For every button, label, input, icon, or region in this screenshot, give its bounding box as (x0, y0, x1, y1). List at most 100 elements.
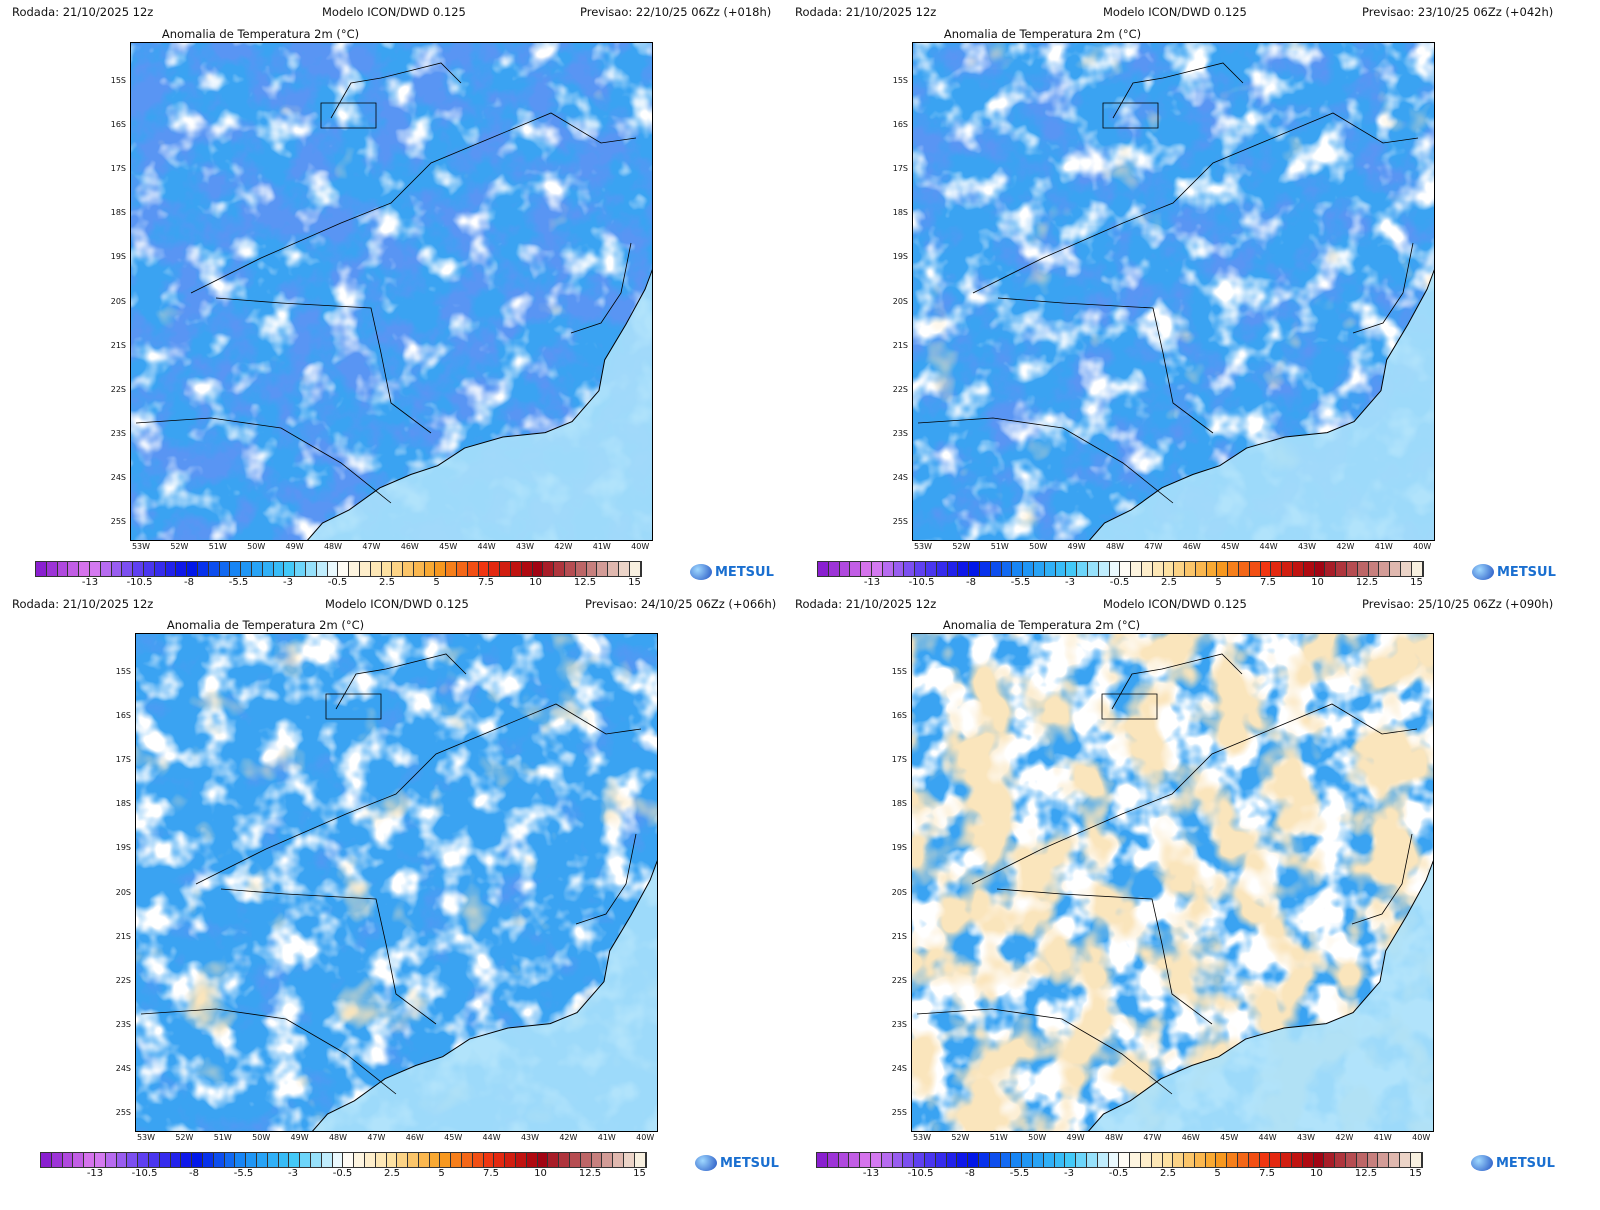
longitude-label: 53W (913, 542, 933, 551)
state-borders (917, 62, 1419, 504)
longitude-label: 49W (290, 1133, 309, 1142)
forecast-panel: Rodada: 21/10/2025 12z Modelo ICON/DWD 0.… (0, 592, 800, 1197)
colorbar-swatch (957, 1153, 969, 1167)
colorbar-label: -3 (1064, 1168, 1074, 1179)
colorbar-swatch (1292, 1153, 1303, 1167)
longitude-label: 43W (520, 1133, 540, 1142)
longitude-label: 41W (592, 542, 611, 551)
globe-icon (695, 1155, 717, 1171)
colorbar-swatch (634, 1153, 646, 1167)
state-borders (135, 62, 637, 504)
colorbar-swatch (1087, 562, 1099, 576)
colorbar-swatch (1184, 1153, 1195, 1167)
colorbar-swatch (1054, 1153, 1066, 1167)
colorbar-swatch (989, 1153, 1001, 1167)
colorbar-swatch (613, 1153, 625, 1167)
colorbar-swatch (1076, 1153, 1087, 1167)
colorbar-label: 5 (438, 1168, 445, 1179)
colorbar-swatch (1012, 562, 1024, 576)
colorbar-swatch (1205, 1153, 1217, 1167)
colorbar-label: 7.5 (483, 1168, 499, 1179)
colorbar-swatch (278, 1153, 290, 1167)
colorbar-swatch (1401, 562, 1412, 576)
longitude-label: 50W (252, 1133, 271, 1142)
map-title: Anomalia de Temperatura 2m (°C) (166, 618, 365, 632)
latitude-label: 16S (891, 711, 907, 721)
latitude-label: 24S (115, 1063, 131, 1073)
latitude-label: 20S (891, 887, 907, 897)
colorbar-swatch (871, 562, 883, 576)
longitude-label: 45W (1220, 1133, 1239, 1142)
colorbar-swatch (1238, 1153, 1249, 1167)
metsul-logo: METSUL (690, 564, 774, 580)
colorbar-swatch (462, 1153, 473, 1167)
colorbar-swatch (143, 562, 155, 576)
colorbar-swatch (1141, 562, 1153, 576)
anomaly-map (130, 42, 653, 541)
colorbar (40, 1152, 647, 1168)
model-label: Modelo ICON/DWD 0.125 (325, 597, 469, 611)
anomaly-map (911, 633, 1434, 1132)
colorbar-swatch (494, 1153, 506, 1167)
colorbar-swatch (946, 1153, 958, 1167)
globe-icon (1471, 1155, 1493, 1171)
longitude-label: 50W (1028, 1133, 1047, 1142)
longitude-label: 47W (1143, 1133, 1162, 1142)
longitude-label: 45W (1221, 542, 1240, 551)
colorbar-swatch (1325, 562, 1337, 576)
colorbar-swatch (284, 562, 296, 576)
colorbar (816, 1152, 1423, 1168)
colorbar-swatch (105, 1153, 117, 1167)
longitude-label: 52W (952, 542, 971, 551)
latitude-label: 24S (892, 472, 908, 482)
state-borders (140, 653, 642, 1095)
map-title: Anomalia de Temperatura 2m (°C) (161, 27, 360, 41)
latitude-label: 25S (110, 517, 126, 526)
colorbar-swatch (94, 1153, 106, 1167)
colorbar-swatch (500, 562, 512, 576)
colorbar-swatch (418, 1153, 430, 1167)
colorbar-swatch (1195, 562, 1207, 576)
colorbar-swatch (1335, 1153, 1347, 1167)
colorbar-swatch (925, 562, 937, 576)
coastline (1089, 269, 1434, 540)
colorbar-swatch (187, 562, 198, 576)
logo-text: METSUL (720, 1155, 779, 1171)
forecast-panel: Rodada: 21/10/2025 12z Modelo ICON/DWD 0.… (782, 0, 1582, 605)
longitude-label: 41W (1374, 542, 1393, 551)
colorbar-swatch (73, 1153, 85, 1167)
logo-text: METSUL (1496, 1155, 1555, 1171)
longitude-label: 47W (1144, 542, 1163, 551)
colorbar-swatch (860, 1153, 871, 1167)
latitude-label: 17S (892, 164, 908, 174)
colorbar-swatch (403, 562, 414, 576)
latitude-label: 23S (892, 428, 908, 438)
forecast-panel: Rodada: 21/10/2025 12z Modelo ICON/DWD 0.… (0, 0, 800, 605)
colorbar-swatch (241, 562, 252, 576)
longitude-label: 43W (1297, 542, 1317, 551)
ocean-area (1088, 849, 1433, 1131)
longitude-label: 44W (477, 542, 496, 551)
colorbar-swatch (849, 1153, 861, 1167)
colorbar-label: 15 (1410, 577, 1423, 588)
coastline (1088, 860, 1433, 1131)
colorbar-swatch (359, 562, 371, 576)
colorbar-swatch (321, 1153, 333, 1167)
colorbar-swatch (1302, 1153, 1314, 1167)
colorbar-swatch (219, 562, 231, 576)
latitude-label: 23S (110, 428, 126, 438)
colorbar-swatch (1303, 562, 1315, 576)
latitude-label: 22S (115, 975, 131, 985)
run-time-label: Rodada: 21/10/2025 12z (795, 5, 937, 19)
colorbar-swatch (429, 1153, 441, 1167)
colorbar-swatch (202, 1153, 214, 1167)
run-time-label: Rodada: 21/10/2025 12z (12, 597, 154, 611)
longitude-label: 51W (208, 542, 227, 551)
colorbar-swatch (1336, 562, 1348, 576)
colorbar-swatch (1248, 1153, 1260, 1167)
colorbar-swatch (424, 562, 436, 576)
colorbar-swatch (1249, 562, 1261, 576)
model-label: Modelo ICON/DWD 0.125 (1103, 597, 1247, 611)
colorbar-swatch (446, 562, 458, 576)
map-canvas (131, 43, 652, 540)
